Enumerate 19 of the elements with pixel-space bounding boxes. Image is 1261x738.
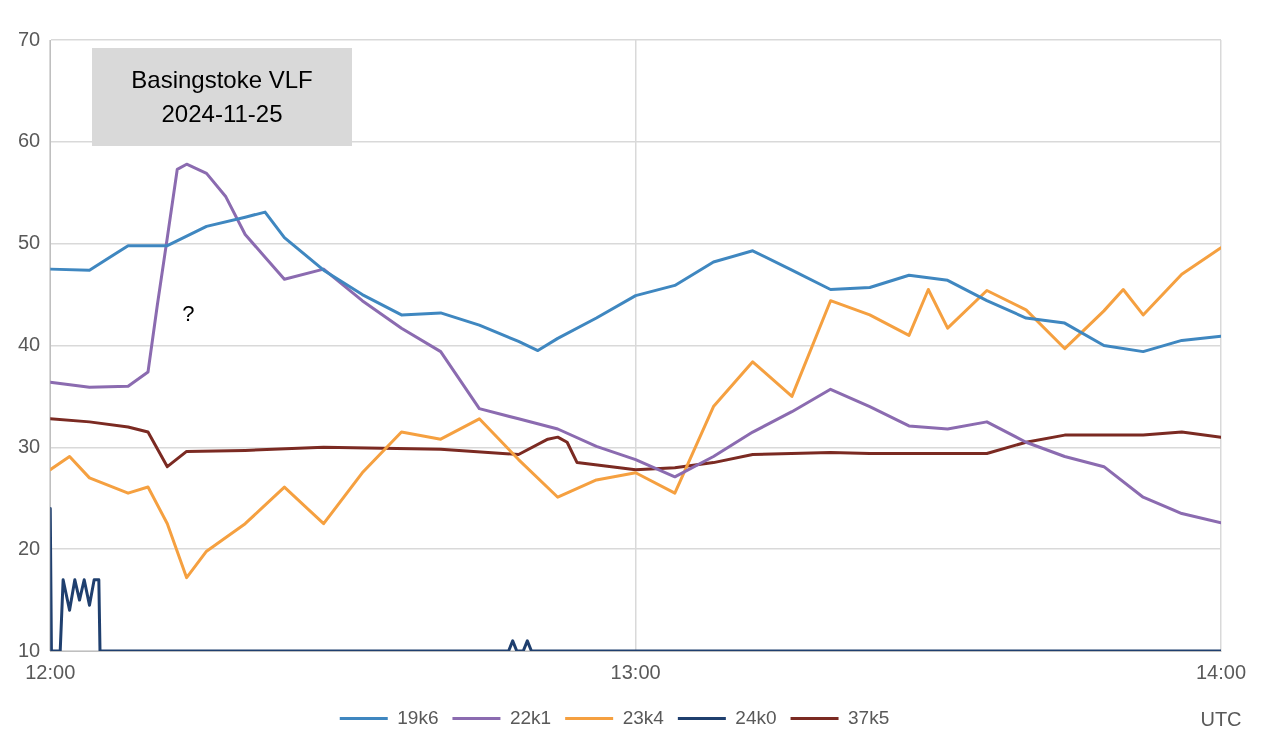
y-tick-label: 10 xyxy=(18,638,41,661)
x-axis-title: UTC xyxy=(1200,707,1242,730)
x-tick-label: 14:00 xyxy=(1195,660,1247,683)
text: 2024-11-25 xyxy=(161,99,283,129)
x-tick-label: 13:00 xyxy=(610,660,661,683)
y-tick-label: 30 xyxy=(18,434,41,457)
y-tick-label: 50 xyxy=(18,231,41,254)
legend-label: 19k6 xyxy=(397,706,439,728)
legend-label: 37k5 xyxy=(848,706,890,728)
legend-label: 22k1 xyxy=(509,706,552,728)
y-tick-label: 20 xyxy=(18,536,41,559)
y-tick-label: 40 xyxy=(18,333,41,356)
annotation: ? xyxy=(182,301,195,327)
x-tick-label: 12:00 xyxy=(25,660,76,683)
legend-label: 23k4 xyxy=(622,706,665,728)
y-tick-label: 60 xyxy=(18,129,41,152)
text: Basingstoke VLF xyxy=(131,65,313,95)
y-tick-label: 70 xyxy=(18,27,41,50)
legend-label: 24k0 xyxy=(735,706,777,728)
